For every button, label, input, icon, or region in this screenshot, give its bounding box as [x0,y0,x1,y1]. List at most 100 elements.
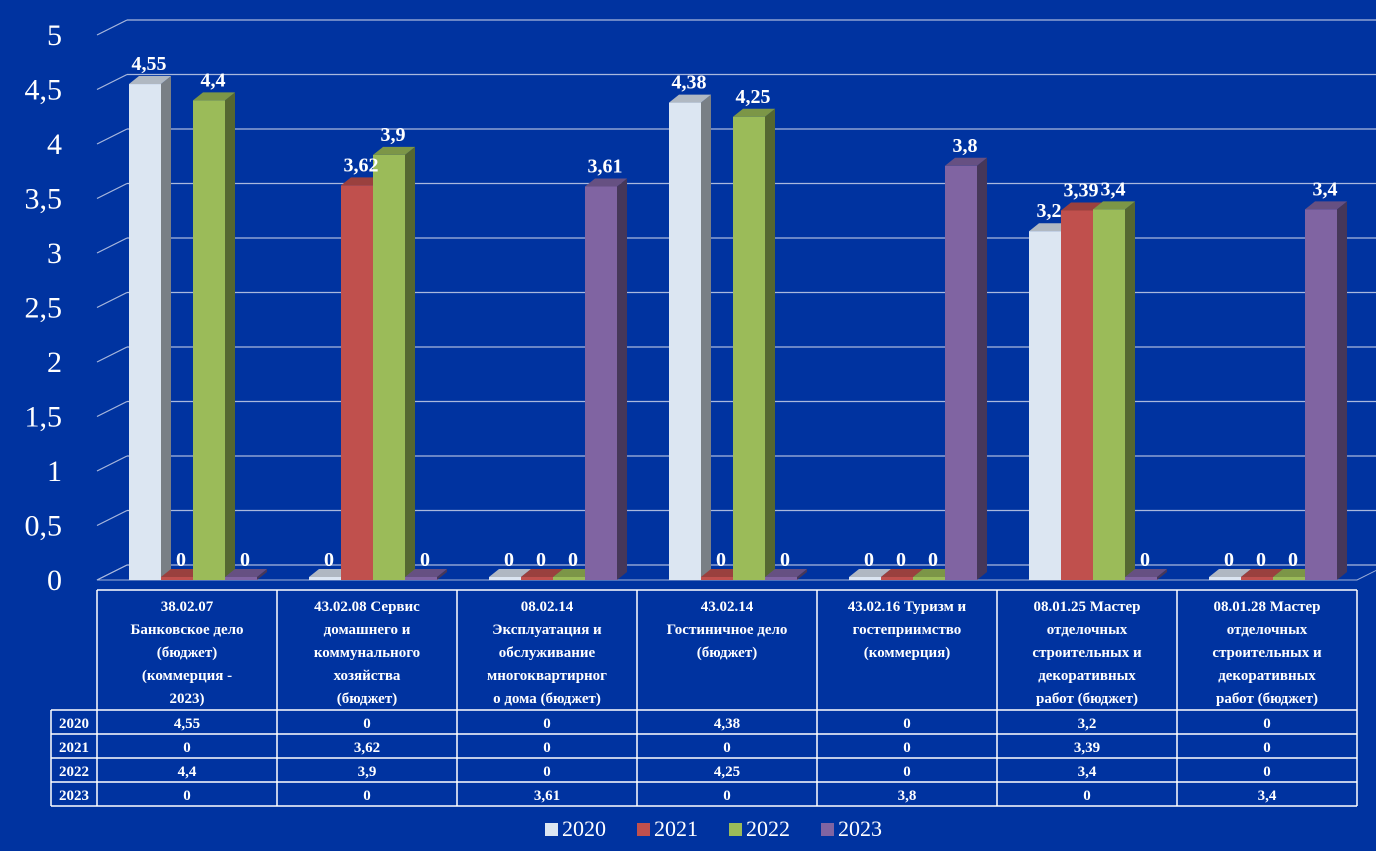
bar-front [309,577,341,580]
bar-front [913,577,945,580]
bar-front [849,577,881,580]
bar-front [1125,577,1157,580]
category-label-line: 43.02.16 Туризм и [848,599,967,615]
bar-top [669,94,711,103]
category-label-line: работ (бюджет) [1216,691,1318,707]
gridline-side [96,346,128,363]
bar-front [225,577,257,580]
bar-front [341,185,373,581]
bar [225,569,267,580]
table-cell: 3,8 [898,788,917,804]
y-tick-label: 1 [47,455,62,488]
category-label: 08.02.14 Эксплуатация и обслуживание многок… [487,599,607,707]
bar-front [193,100,225,581]
bar-top [701,569,743,577]
bar [733,108,775,580]
bar-front [129,84,161,581]
bar-top [193,92,235,101]
data-label: 0 [324,549,334,571]
category-label-line: многоквартирног [487,668,607,684]
bar-top [1093,201,1135,210]
category-label-line: 08.02.14 [521,599,574,615]
data-label: 3,8 [953,135,978,157]
bar-top [765,569,807,577]
category-label-line: декоративных [1218,668,1316,684]
data-label: 0 [1256,549,1266,571]
gridline-side [96,400,128,418]
category-label-line: (коммерция - [142,668,232,684]
category-label-line: 38.02.07 [161,599,214,615]
bar-side [437,569,447,580]
y-tick-label: 3 [47,237,62,270]
bar [669,94,711,580]
data-label: 3,2 [1037,200,1062,222]
table-cell: 0 [1263,740,1271,756]
legend-label: 2020 [562,816,606,841]
bar [193,92,235,581]
category-label: 43.02.16 Туризм и гостеприимство (коммерци… [848,599,967,661]
data-label: 0 [1288,549,1298,571]
y-tick-label: 0 [47,564,62,597]
data-label: 0 [864,549,874,571]
gridline-side [96,19,128,36]
category-label-line: Банковское дело [130,622,243,638]
category-label-line: 2023) [170,691,205,707]
data-label: 4,55 [132,53,167,75]
legend-swatch [637,823,650,836]
bar [945,157,987,581]
table-cell: 0 [723,740,731,756]
category-label-line: гостеприимство [853,622,962,638]
data-label: 0 [420,549,430,571]
data-label: 0 [536,549,546,571]
gridline-side [96,237,128,254]
y-tick-label: 2 [47,346,62,379]
table-cell: 3,9 [358,764,377,780]
data-label: 0 [240,549,250,571]
category-label-line: обслуживание [499,645,596,661]
category-label-line: отделочных [1227,622,1308,638]
bar-side [1157,569,1167,580]
y-tick-label: 0,5 [25,510,63,543]
data-table: 38.02.07 Банковское дело (бюджет) (коммерци… [50,589,1358,807]
bar-front [733,116,765,580]
legend-label: 2022 [746,816,790,841]
bar [1305,201,1347,580]
bar-front [373,154,405,580]
table-cell: 3,62 [354,740,380,756]
bar-front [553,577,585,580]
table-cell: 4,25 [714,764,740,780]
table-cell: 0 [183,740,191,756]
category-label-line: о дома (бюджет) [493,691,601,707]
category-label-line: строительных и [1032,645,1142,661]
bar-front [765,577,797,580]
table-cell: 0 [543,740,551,756]
gridline-side [96,73,128,91]
bar-top [1209,569,1251,577]
category-label-line: коммунального [314,645,420,661]
bar-side [765,108,775,580]
bar-side [797,569,807,580]
data-label: 0 [716,549,726,571]
table-cell: 0 [1083,788,1091,804]
category-label-line: (бюджет) [697,645,757,661]
bar-front [521,577,553,580]
table-cell: 0 [903,764,911,780]
data-label: 3,61 [588,156,623,178]
bar-front [1305,209,1337,580]
bar [585,178,627,580]
bar-front [489,577,521,580]
table-cell: 0 [903,716,911,732]
table-cell: 3,4 [1258,788,1277,804]
bar-top [1241,569,1283,577]
table-row-header: 2023 [59,788,89,804]
data-label: 3,4 [1101,178,1126,200]
category-label-line: декоративных [1038,668,1136,684]
bar-front [161,577,193,580]
table-cell: 0 [363,788,371,804]
bar-front [1241,577,1273,580]
category-label-line: хозяйства [334,668,401,684]
bar-front [669,102,701,580]
bar-top [945,157,987,166]
table-cell: 4,38 [714,716,740,732]
